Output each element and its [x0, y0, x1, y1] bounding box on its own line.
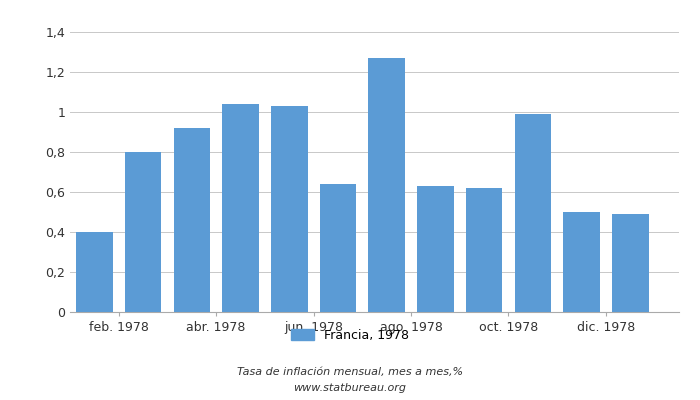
Bar — [174, 128, 210, 312]
Bar — [564, 212, 600, 312]
Bar — [466, 188, 503, 312]
Legend: Francia, 1978: Francia, 1978 — [291, 329, 409, 342]
Bar — [271, 106, 307, 312]
Text: www.statbureau.org: www.statbureau.org — [293, 383, 407, 393]
Bar — [612, 214, 648, 312]
Text: Tasa de inflación mensual, mes a mes,%: Tasa de inflación mensual, mes a mes,% — [237, 367, 463, 377]
Bar — [417, 186, 454, 312]
Bar — [514, 114, 551, 312]
Bar — [368, 58, 405, 312]
Bar — [76, 232, 113, 312]
Bar — [223, 104, 259, 312]
Bar — [320, 184, 356, 312]
Bar — [125, 152, 161, 312]
